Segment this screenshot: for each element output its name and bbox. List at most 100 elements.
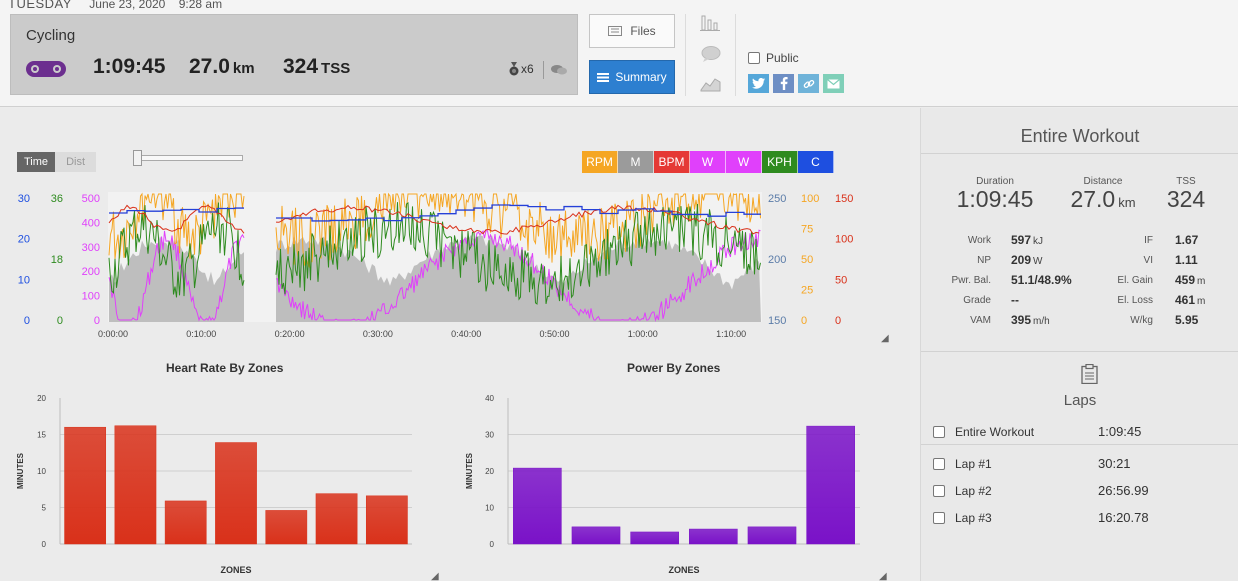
legend-item-kph[interactable]: KPH (762, 151, 798, 173)
zone-bar[interactable] (265, 510, 308, 545)
share-buttons (748, 74, 844, 93)
time-toggle-button[interactable]: Time (17, 152, 56, 172)
twitter-icon[interactable] (748, 74, 769, 93)
cadence-step-line (109, 207, 244, 214)
dist-toggle-button[interactable]: Dist (55, 152, 97, 172)
metric-label: VAM (970, 315, 991, 326)
y-tick-label: 10 (485, 504, 494, 513)
metric-label: Pwr. Bal. (951, 275, 991, 286)
zone-bar[interactable] (64, 426, 107, 545)
sport-name: Cycling (26, 27, 76, 44)
public-toggle[interactable]: Public (748, 51, 799, 65)
files-button[interactable]: Files (589, 14, 675, 48)
x-axis-label: ZONES (668, 565, 699, 575)
metric-number: 209 (1011, 253, 1032, 267)
zone-bar[interactable] (689, 528, 738, 545)
zoom-slider-handle[interactable] (133, 150, 142, 166)
time-dist-toggle: Time Dist (17, 152, 97, 172)
panel-title: Entire Workout (1020, 126, 1140, 146)
divider (735, 14, 736, 96)
zone-bar[interactable] (114, 425, 157, 545)
axis-tick-power: 400 (82, 217, 100, 229)
lap-row-entire-workout[interactable]: Entire Workout 1:09:45 (933, 424, 1233, 439)
legend-item-c[interactable]: C (798, 151, 834, 173)
lap-checkbox[interactable] (933, 425, 945, 438)
distance-value-wrap: 27.0 km (1058, 186, 1148, 213)
cadence-line (275, 192, 761, 269)
axis-tick-power: 300 (82, 242, 100, 254)
summary-button[interactable]: Summary (589, 60, 675, 94)
axis-tick-heartrate: 150 (835, 193, 853, 205)
resize-handle-icon[interactable]: ◢ (879, 571, 887, 581)
graph-panel: Time Dist RPM M BPM W W KPH C 30 20 10 0 36 18 0 500 4… (0, 108, 910, 581)
zone-bar[interactable] (747, 526, 797, 545)
zone-bar[interactable] (215, 442, 257, 545)
metric-value: 1.11 (1175, 253, 1198, 267)
medal-icon (509, 62, 519, 76)
bike-chain-icon (26, 61, 66, 77)
lap-name: Lap #2 (955, 483, 992, 498)
metric-number: 395 (1011, 313, 1032, 327)
power-line (275, 229, 761, 322)
axis-tick-heartrate: 100 (835, 234, 853, 246)
lap-checkbox[interactable] (933, 511, 945, 524)
distance-unit: km (232, 60, 255, 77)
zone-bar[interactable] (513, 467, 562, 545)
lap-checkbox[interactable] (933, 457, 945, 470)
metric-label: IF (1144, 235, 1153, 246)
divider (685, 14, 686, 96)
x-tick-label: 0:10:00 (186, 329, 216, 339)
heart-rate-line (275, 204, 760, 235)
axis-tick-cadence-left: 20 (18, 234, 30, 246)
zone-bar[interactable] (630, 531, 679, 545)
medals[interactable]: x6 (508, 62, 534, 76)
email-icon[interactable] (823, 74, 844, 93)
resize-handle-icon[interactable]: ◢ (881, 333, 889, 344)
power-zones-title: Power By Zones (627, 361, 721, 375)
distance-stat: 27.0 km (189, 55, 255, 79)
comments-icon[interactable] (551, 64, 567, 76)
legend-item-rpm[interactable]: RPM (582, 151, 618, 173)
x-tick-label: 1:10:00 (716, 329, 746, 339)
lap-checkbox[interactable] (933, 484, 945, 497)
lap-name: Lap #1 (955, 456, 992, 471)
axis-tick-heartrate: 50 (835, 274, 847, 286)
analysis-chart-icon[interactable] (700, 74, 722, 92)
zone-bar[interactable] (315, 493, 358, 545)
legend-item-w[interactable]: W (690, 151, 726, 173)
tss-value: 324 (1166, 186, 1206, 212)
metric-number: -- (1011, 293, 1019, 307)
zone-bar[interactable] (365, 495, 408, 545)
axis-tick-cadence-right: 250 (768, 193, 786, 205)
zone-bar[interactable] (571, 526, 621, 545)
resize-handle-icon[interactable]: ◢ (431, 571, 439, 581)
bar-chart-icon[interactable] (700, 14, 722, 32)
facebook-icon[interactable] (773, 74, 794, 93)
zone-bar[interactable] (164, 500, 207, 545)
lap-row-1[interactable]: Lap #1 30:21 (933, 456, 1233, 471)
zone-bar[interactable] (806, 425, 855, 545)
lap-row-3[interactable]: Lap #3 16:20.78 (933, 510, 1233, 525)
lap-time: 16:20.78 (1098, 510, 1149, 525)
axis-tick-power: 200 (82, 266, 100, 278)
link-icon[interactable] (798, 74, 819, 93)
divider (921, 444, 1238, 445)
duration-value: 1:09:45 (956, 186, 1034, 212)
duration-stat: 1:09:45 (93, 55, 166, 78)
axis-tick-cadence-left: 30 (18, 193, 30, 205)
public-checkbox[interactable] (748, 52, 760, 64)
list-icon (597, 72, 610, 82)
divider (543, 61, 544, 79)
legend-item-bpm[interactable]: BPM (654, 151, 690, 173)
lap-row-2[interactable]: Lap #2 26:56.99 (933, 483, 1233, 498)
y-axis-label: MINUTES (16, 452, 25, 489)
metric-unit: kJ (1033, 236, 1044, 247)
metric-value: 1.67 (1175, 233, 1198, 247)
metric-label: El. Loss (1117, 295, 1153, 306)
legend-item-w[interactable]: W (726, 151, 762, 173)
workout-stats-panel: Entire Workout Duration 1:09:45 Distance… (920, 108, 1238, 581)
y-tick-label: 5 (42, 504, 47, 513)
medal-count: x6 (521, 62, 534, 76)
comment-icon[interactable] (700, 45, 722, 63)
legend-item-m[interactable]: M (618, 151, 654, 173)
